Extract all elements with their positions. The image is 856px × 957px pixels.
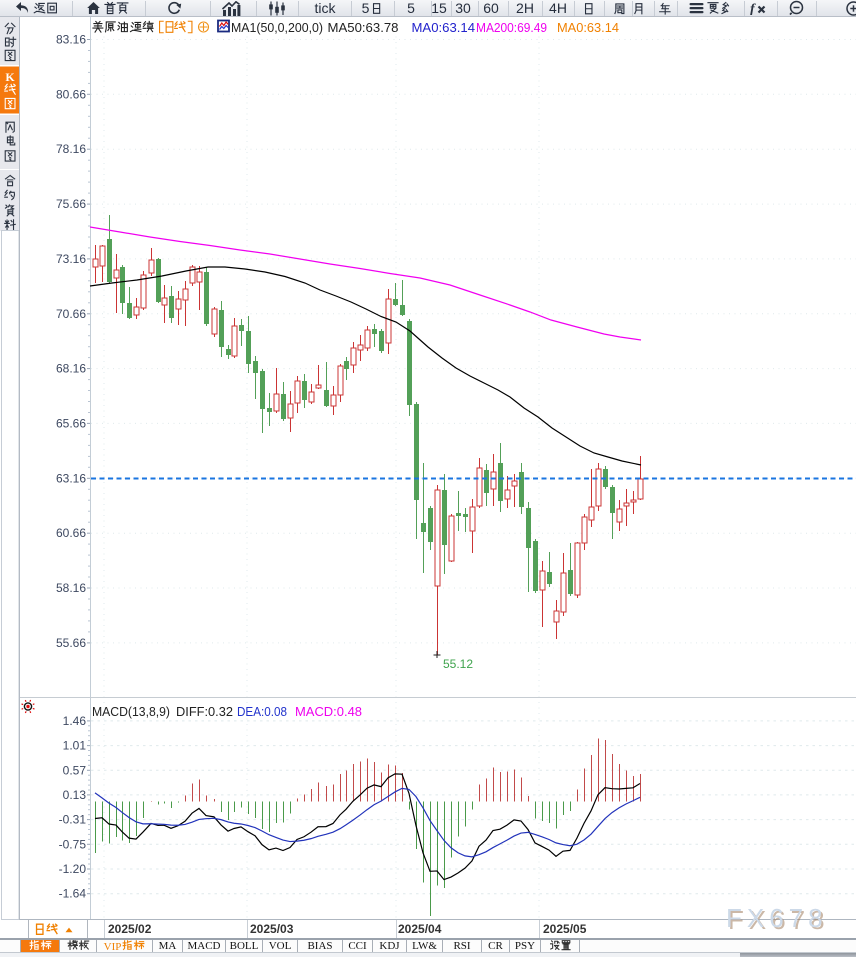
- svg-text:0.57: 0.57: [63, 763, 87, 777]
- svg-text:65.66: 65.66: [56, 416, 86, 430]
- svg-text:1.01: 1.01: [63, 739, 87, 753]
- svg-text:-1.64: -1.64: [59, 887, 87, 901]
- svg-text:f: f: [750, 2, 756, 15]
- svg-text:55.12: 55.12: [443, 657, 473, 671]
- svg-text:83.16: 83.16: [56, 33, 86, 47]
- svg-text:MA200:69.49: MA200:69.49: [476, 20, 547, 35]
- svg-text:MACD:0.48: MACD:0.48: [295, 704, 362, 719]
- svg-text:MA0:63.14: MA0:63.14: [557, 20, 619, 35]
- svg-text:K: K: [5, 70, 15, 84]
- svg-text:0.13: 0.13: [63, 788, 87, 802]
- svg-text:-0.75: -0.75: [59, 837, 87, 851]
- svg-text:63.16: 63.16: [56, 471, 86, 485]
- svg-text:-0.31: -0.31: [59, 813, 87, 827]
- svg-text:DEA:0.08: DEA:0.08: [237, 704, 287, 719]
- svg-text:80.66: 80.66: [56, 87, 86, 101]
- svg-text:MA50:63.78: MA50:63.78: [328, 20, 399, 35]
- svg-text:MA0:63.14: MA0:63.14: [412, 20, 476, 35]
- svg-text:DIFF:0.32: DIFF:0.32: [176, 704, 233, 719]
- svg-text:58.16: 58.16: [56, 581, 86, 595]
- svg-text:55.66: 55.66: [56, 636, 86, 650]
- svg-text:78.16: 78.16: [56, 142, 86, 156]
- svg-text:70.66: 70.66: [56, 307, 86, 321]
- svg-text:MACD(13,8,9): MACD(13,8,9): [92, 704, 170, 719]
- svg-text:1.46: 1.46: [63, 714, 87, 728]
- svg-text:68.16: 68.16: [56, 362, 86, 376]
- svg-text:75.66: 75.66: [56, 197, 86, 211]
- svg-text:-1.20: -1.20: [59, 862, 87, 876]
- svg-text:73.16: 73.16: [56, 252, 86, 266]
- svg-text:MA1(50,0,200,0): MA1(50,0,200,0): [231, 20, 323, 35]
- svg-text:60.66: 60.66: [56, 526, 86, 540]
